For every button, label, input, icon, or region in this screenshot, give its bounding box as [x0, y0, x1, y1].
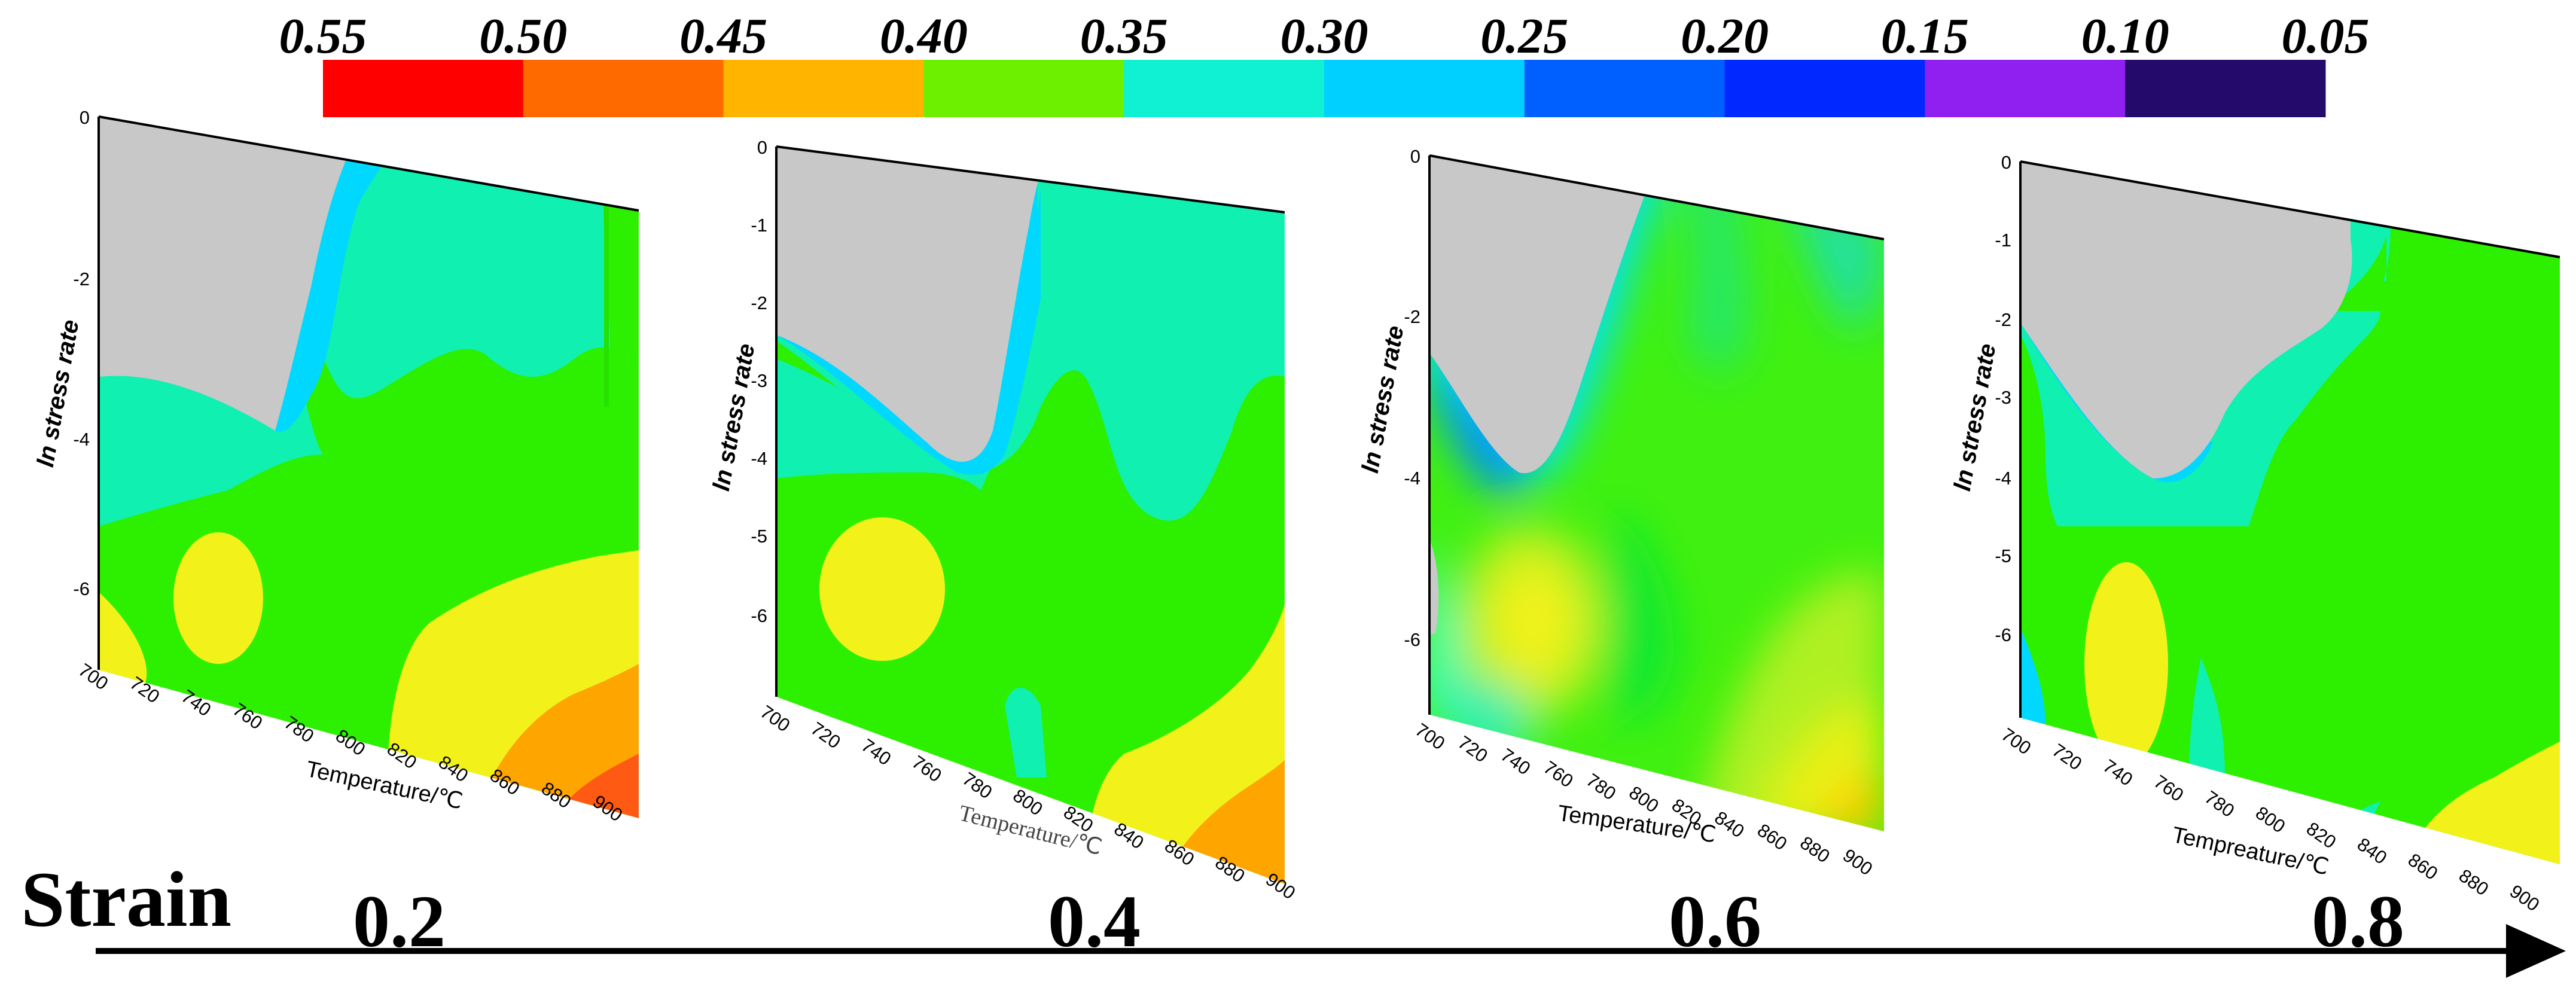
y-axis-label-4: ln stress rate — [1949, 342, 2001, 493]
contour-panel-4: 0 -1 -2 -3 -4 -5 -6 ln stress rate 700 72… — [1949, 152, 2560, 916]
contour-fill-4 — [2020, 161, 2560, 864]
y-tick-label: 0 — [2001, 152, 2011, 173]
y-ticks-1: 0 -2 -4 -6 — [73, 107, 90, 599]
x-tick-label: 740 — [1497, 744, 1534, 779]
strain-label: Strain — [21, 855, 231, 943]
colorbar-swatch — [1124, 60, 1325, 117]
strain-axis: Strain 0.2 0.4 0.6 0.8 — [21, 855, 2566, 978]
x-tick-label: 880 — [1796, 832, 1833, 867]
x-tick-label: 900 — [1839, 845, 1876, 879]
y-ticks-4: 0 -1 -2 -3 -4 -5 -6 — [1995, 152, 2011, 645]
x-tick-label: 700 — [1412, 719, 1449, 754]
x-tick-label: 860 — [1754, 819, 1791, 854]
colorbar-swatch — [723, 60, 924, 117]
strain-value-4: 0.8 — [2312, 880, 2404, 962]
y-axis-label-2: ln stress rate — [708, 342, 760, 493]
y-ticks-3: 0 -2 -4 -6 — [1404, 146, 1420, 650]
y-tick-label: -1 — [751, 215, 767, 236]
top-axis-2 — [776, 145, 1285, 214]
y-tick-label: -4 — [1995, 468, 2011, 489]
x-tick-label: 760 — [1539, 757, 1577, 791]
colorbar-swatch — [1925, 60, 2126, 117]
strain-arrowhead-icon — [2506, 924, 2566, 978]
colorbar-label: 0.25 — [1480, 8, 1568, 64]
colorbar — [323, 60, 2326, 117]
colorbar-swatch — [523, 60, 724, 117]
y-tick-label: -6 — [1404, 629, 1420, 650]
contour-panel-1: 0 -2 -4 -6 ln stress rate 700 720 740 760 78… — [32, 107, 639, 826]
x-tick-label: 740 — [858, 734, 895, 769]
y-tick-label: -5 — [751, 526, 767, 547]
y-axis-label-3: ln stress rate — [1357, 324, 1409, 475]
colorbar-label: 0.30 — [1281, 8, 1368, 64]
x-tick-label: 900 — [2506, 880, 2543, 915]
colorbar-label: 0.50 — [479, 8, 567, 64]
y-tick-label: 0 — [757, 137, 767, 158]
strain-value-1: 0.2 — [353, 880, 446, 962]
colorbar-swatch — [323, 60, 524, 117]
y-tick-label: -6 — [73, 578, 90, 599]
y-tick-label: -4 — [751, 448, 767, 469]
strain-value-3: 0.6 — [1669, 880, 1761, 962]
y-tick-label: 0 — [80, 107, 90, 128]
colorbar-swatch — [1524, 60, 1726, 117]
x-tick-label: 880 — [2455, 865, 2492, 900]
contour-panel-2: 0 -1 -2 -3 -4 -5 -6 ln stress rate 700 72… — [708, 137, 1299, 904]
x-tick-label: 780 — [2201, 786, 2238, 821]
x-tick-label: 820 — [2303, 818, 2340, 852]
colorbar-labels: 0.55 0.50 0.45 0.40 0.35 0.30 0.25 0.20 0.15 0.10… — [279, 8, 2370, 64]
contour-panel-3: 0 -2 -4 -6 ln stress rate 700 720 740 760 78… — [1357, 146, 1885, 880]
y-tick-label: -2 — [1995, 309, 2011, 330]
y-tick-label: -3 — [1995, 387, 2011, 408]
x-tick-label: 720 — [807, 718, 844, 752]
x-tick-label: 700 — [1998, 724, 2035, 758]
x-tick-label: 720 — [2048, 739, 2086, 774]
x-tick-label: 740 — [2099, 755, 2136, 790]
y-ticks-2: 0 -1 -2 -3 -4 -5 -6 — [751, 137, 767, 626]
x-tick-label: 860 — [2404, 849, 2441, 884]
y-tick-label: -4 — [73, 429, 90, 450]
colorbar-swatch — [1324, 60, 1525, 117]
y-tick-label: -2 — [1404, 306, 1420, 327]
colorbar-label: 0.15 — [1881, 8, 1969, 64]
colorbar-label: 0.05 — [2282, 8, 2370, 64]
x-tick-label: 700 — [757, 701, 794, 736]
colorbar-label: 0.40 — [880, 8, 968, 64]
x-tick-label: 840 — [2354, 834, 2391, 868]
colorbar-label: 0.45 — [679, 8, 767, 64]
y-tick-label: 0 — [1410, 146, 1420, 167]
x-tick-label: 760 — [2150, 771, 2187, 806]
contour-fill-1 — [99, 117, 639, 818]
x-tick-label: 720 — [1454, 731, 1491, 766]
x-tick-label: 800 — [2252, 802, 2289, 837]
y-tick-label: -2 — [751, 292, 767, 313]
colorbar-label: 0.55 — [279, 8, 367, 64]
colorbar-swatch — [2125, 60, 2326, 117]
x-tick-label: 780 — [1583, 769, 1620, 804]
top-axis-4 — [2020, 160, 2560, 258]
y-tick-label: -6 — [1995, 624, 2011, 645]
y-tick-label: -5 — [1995, 545, 2011, 566]
colorbar-label: 0.10 — [2081, 8, 2169, 64]
top-axis-3 — [1429, 154, 1885, 240]
colorbar-swatch — [1724, 60, 1925, 117]
y-tick-label: -2 — [73, 269, 90, 289]
top-axis-1 — [98, 115, 639, 212]
y-tick-label: -6 — [751, 605, 767, 626]
contour-fill-2 — [776, 147, 1285, 884]
colorbar-swatch — [923, 60, 1124, 117]
colorbar-label: 0.35 — [1080, 8, 1168, 64]
colorbar-label: 0.20 — [1681, 8, 1769, 64]
y-tick-label: -4 — [1404, 468, 1420, 489]
contour-fill-3 — [1429, 156, 1884, 831]
y-tick-label: -1 — [1995, 230, 2011, 251]
strain-value-2: 0.4 — [1048, 880, 1141, 962]
y-tick-label: -3 — [751, 370, 767, 391]
